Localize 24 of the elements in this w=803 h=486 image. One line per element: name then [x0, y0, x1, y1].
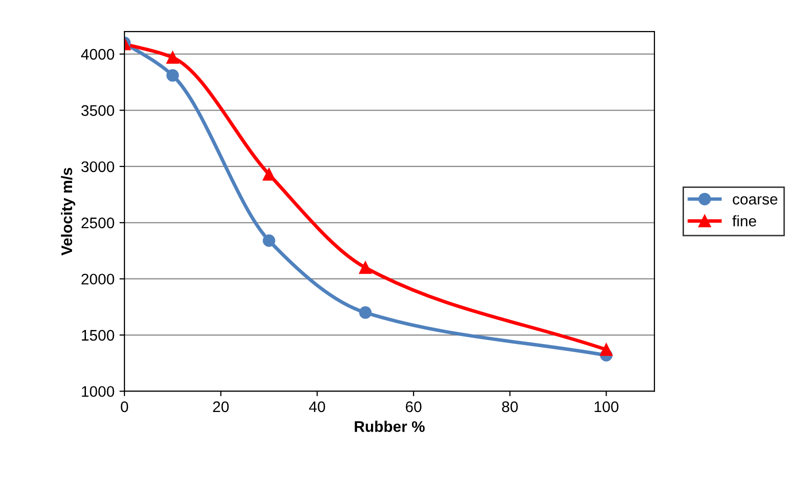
point — [359, 261, 372, 274]
point — [166, 51, 179, 64]
legend-label: fine — [732, 215, 756, 226]
y-tick-label: 4000 — [81, 48, 114, 60]
x-tick-label: 80 — [502, 401, 518, 412]
y-tick-label: 2000 — [82, 274, 114, 285]
point — [262, 234, 276, 247]
x-tick-label: 60 — [406, 401, 422, 412]
y-tick-label: 2500 — [82, 218, 114, 228]
point — [262, 168, 276, 181]
point — [166, 69, 179, 82]
y-tick-label: 1000 — [82, 386, 114, 397]
y-axis-title: Velocity m/s — [60, 168, 76, 256]
point — [359, 306, 372, 319]
point — [600, 343, 613, 356]
x-tick-label: 100 — [594, 401, 618, 412]
x-tick-label: 40 — [309, 401, 326, 412]
x-tick-label: 0 — [120, 401, 128, 412]
legend-label: coarse — [732, 196, 778, 205]
y-tick-label: 3000 — [81, 161, 114, 172]
y-tick-label: 3500 — [81, 105, 114, 116]
x-axis-title: Rubber % — [354, 420, 425, 432]
y-tick-label: 1500 — [82, 330, 114, 341]
x-tick-label: 20 — [213, 401, 229, 412]
